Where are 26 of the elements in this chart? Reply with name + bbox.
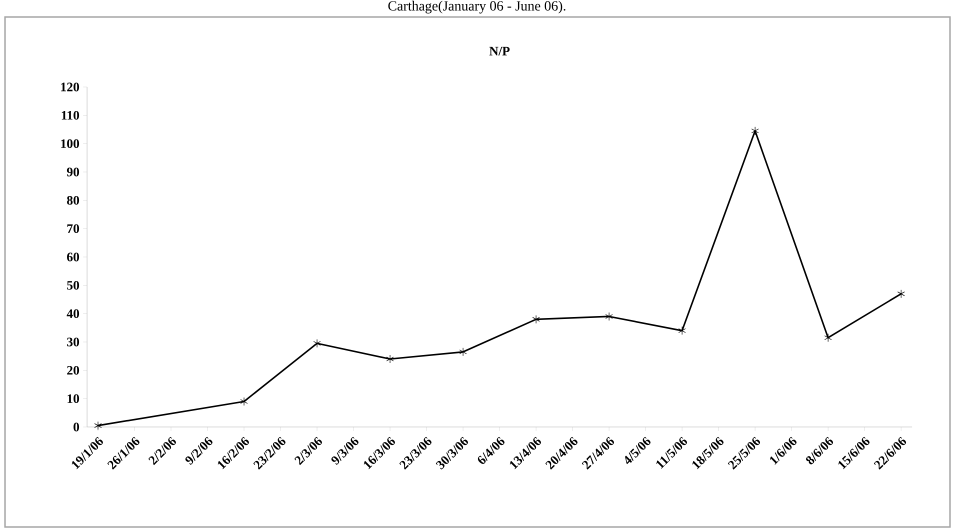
y-tick-label: 0 [74, 422, 80, 432]
point [459, 348, 467, 356]
text: Carthage(January 06 - June 06). [388, 0, 566, 14]
y-tick-label: 110 [62, 110, 80, 120]
point [386, 354, 394, 364]
point [897, 290, 905, 298]
point [313, 339, 321, 348]
point [751, 126, 759, 136]
point [824, 333, 832, 342]
y-tick-label: 100 [61, 139, 80, 148]
y-tick-label: 40 [66, 309, 80, 318]
y-tick-label: 70 [67, 224, 80, 234]
y-tick-label: 120 [61, 82, 80, 92]
chart-title: N/P [489, 46, 510, 56]
y-tick-label: 60 [67, 252, 80, 262]
y-tick-label: 90 [66, 168, 80, 176]
y-tick-label: 50 [67, 280, 80, 290]
point [605, 312, 613, 321]
point [94, 421, 102, 430]
y-tick-label: 80 [67, 196, 80, 205]
point [240, 397, 248, 406]
y-tick-label: 10 [68, 394, 80, 404]
point [532, 315, 540, 324]
point [678, 326, 686, 335]
y-tick-label: 20 [67, 366, 80, 375]
y-tick-label: 30 [67, 338, 80, 346]
